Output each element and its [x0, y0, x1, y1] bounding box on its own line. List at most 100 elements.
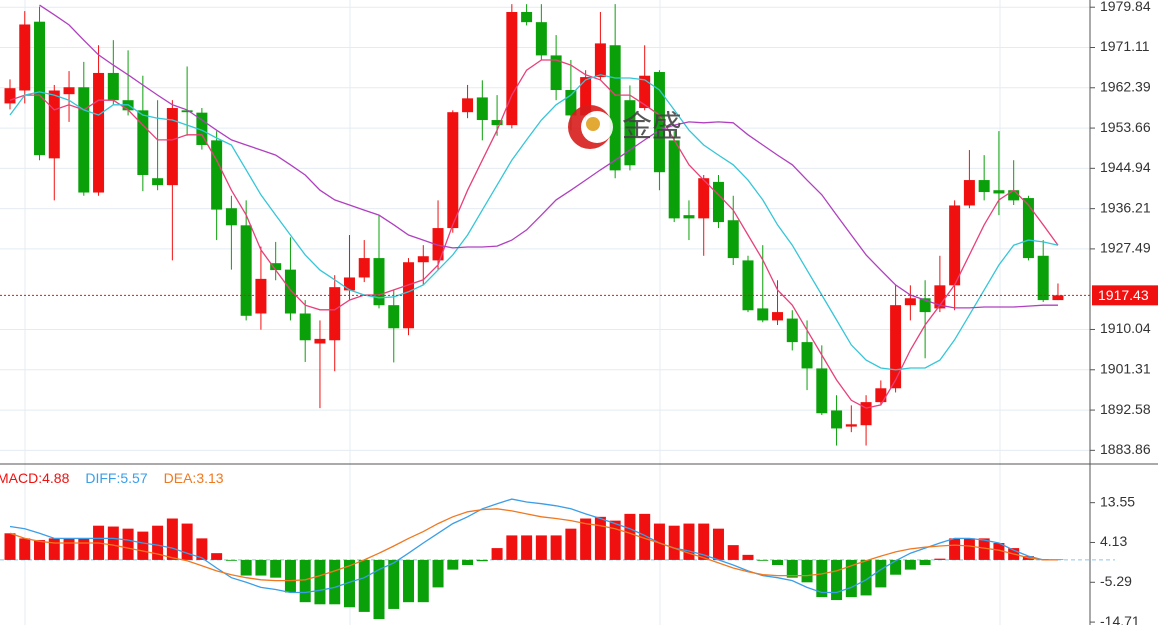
candle-body: [831, 410, 843, 429]
macd-bar: [594, 516, 606, 560]
y-tick-label: 1944.94: [1100, 159, 1151, 175]
macd-bar: [462, 559, 474, 565]
macd-bar: [314, 559, 326, 605]
logo-dot: [586, 117, 600, 131]
candle-body: [698, 178, 710, 219]
macd-bar: [491, 548, 503, 560]
macd-bar: [211, 553, 223, 560]
candle-body: [875, 388, 887, 403]
macd-bar: [550, 535, 562, 560]
y-tick-label: 1892.58: [1100, 401, 1151, 417]
candle-body: [78, 87, 90, 193]
candle-body: [299, 313, 311, 341]
macd-bar: [476, 559, 488, 562]
candle-body: [48, 90, 60, 159]
legend-entry: DIFF:5.57: [85, 470, 147, 486]
macd-bar: [417, 559, 429, 603]
legend-name: MACD:: [0, 470, 42, 486]
macd-bar: [831, 559, 843, 601]
macd-bar: [196, 538, 208, 560]
candle-body: [491, 120, 503, 126]
y-tick-label: 1971.11: [1100, 38, 1150, 54]
macd-bar: [757, 559, 769, 561]
macd-bar: [653, 523, 665, 560]
candle-body: [550, 55, 562, 91]
candle-body: [284, 269, 296, 314]
macd-bar: [166, 518, 178, 560]
moving-average-line: [9, 59, 1059, 409]
macd-bar: [535, 535, 547, 560]
macd-bar: [727, 545, 739, 560]
legend-name: DIFF:: [85, 470, 120, 486]
macd-bar: [580, 518, 592, 560]
candle-body: [137, 110, 149, 175]
macd-bar: [816, 559, 828, 598]
macd-line: [9, 508, 1058, 582]
candle-body: [19, 24, 31, 91]
candle-body: [860, 402, 872, 426]
moving-average-line: [39, 4, 1058, 309]
candle-body: [270, 263, 282, 271]
candle-body: [963, 180, 975, 206]
candle-body: [565, 90, 577, 116]
candle-body: [993, 190, 1005, 194]
candle-body: [211, 140, 223, 210]
candle-body: [1022, 198, 1034, 259]
candle-body: [845, 424, 857, 427]
watermark: 金盛: [568, 105, 682, 149]
macd-bar: [801, 559, 813, 583]
macd-bar: [137, 531, 149, 560]
candle-body: [255, 278, 267, 314]
candle-body: [462, 98, 474, 113]
candle-body: [639, 75, 651, 109]
macd-bar: [919, 559, 931, 565]
legend-value: 3.13: [196, 470, 223, 486]
candle-body: [181, 110, 193, 113]
macd-bar: [934, 558, 946, 560]
y-tick-label: 1979.84: [1100, 0, 1151, 14]
candle-body: [919, 298, 931, 313]
macd-bar: [373, 559, 385, 620]
macd-bar: [698, 523, 710, 560]
y-tick-label: 13.55: [1100, 493, 1135, 509]
last-price-label: 1917.43: [1098, 287, 1149, 303]
last-price-box: [1092, 285, 1158, 306]
candle-body: [816, 368, 828, 414]
macd-bar: [742, 554, 754, 560]
macd-bar: [565, 528, 577, 560]
macd-bar: [772, 559, 784, 565]
candle-body: [742, 260, 754, 311]
candle-body: [712, 181, 724, 223]
candle-body: [653, 72, 665, 173]
legend-name: DEA:: [164, 470, 197, 486]
candle-body: [417, 256, 429, 263]
macd-bar: [712, 528, 724, 560]
macd-bar: [78, 538, 90, 560]
candle-body: [373, 258, 385, 306]
moving-average-line: [9, 74, 1059, 371]
legend-entry: DEA:3.13: [164, 470, 224, 486]
macd-bar: [609, 520, 621, 560]
candle-body: [152, 178, 164, 186]
macd-bar: [4, 533, 16, 560]
macd-bar: [107, 526, 119, 560]
macd-bar: [978, 538, 990, 560]
macd-bar: [358, 559, 370, 612]
candle-body: [727, 220, 739, 259]
candle-body: [594, 43, 606, 78]
y-tick-label: 1901.31: [1100, 360, 1151, 376]
macd-bar: [343, 559, 355, 608]
y-tick-label: 1936.21: [1100, 199, 1151, 215]
candle-body: [432, 228, 444, 261]
legend-value: 4.88: [42, 470, 69, 486]
candle-body: [447, 112, 459, 229]
candle-body: [934, 285, 946, 309]
y-tick-label: 1883.86: [1100, 441, 1151, 457]
macd-bar: [388, 559, 400, 609]
candle-body: [890, 305, 902, 389]
macd-bar: [639, 513, 651, 560]
macd-bar: [225, 559, 237, 561]
macd-bar: [152, 525, 164, 560]
